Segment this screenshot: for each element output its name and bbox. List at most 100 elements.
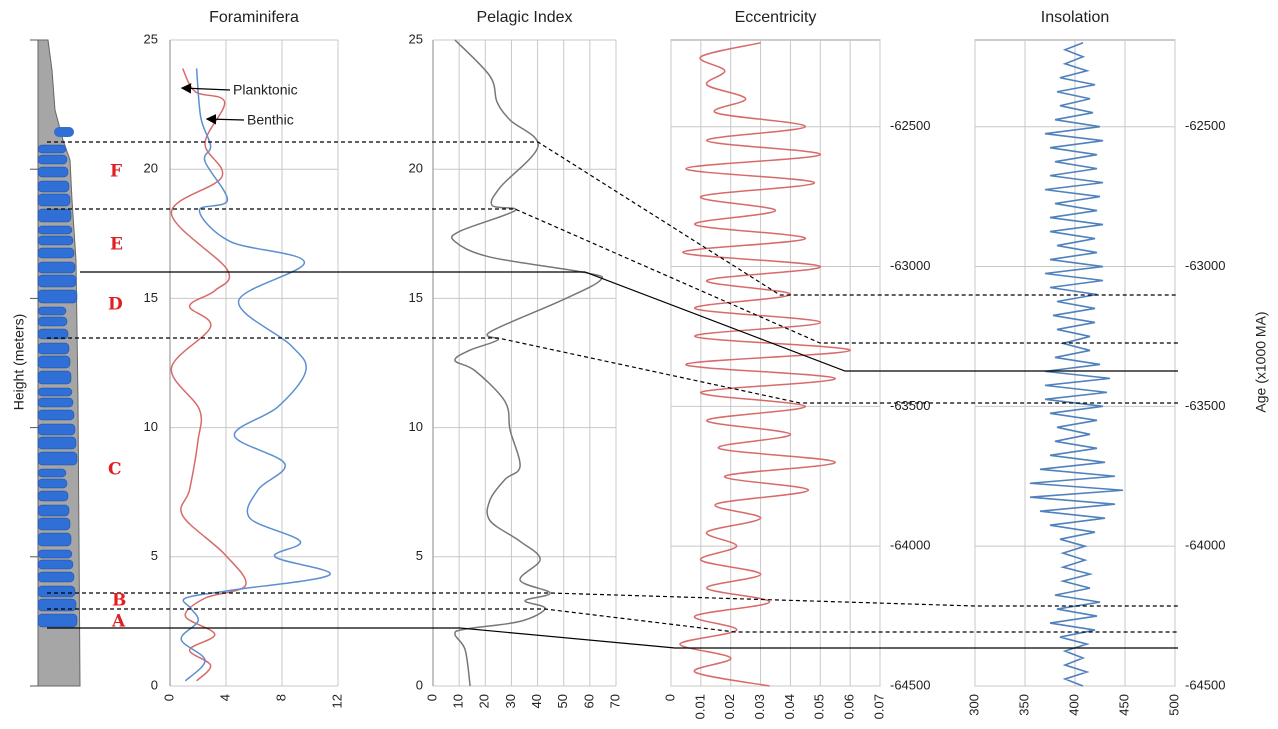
x-tick-label: 450: [1116, 694, 1131, 716]
x-tick-label: 0.06: [842, 694, 857, 719]
data-line: [680, 43, 850, 686]
lithology-bed: [38, 437, 76, 449]
lithology-bed: [38, 167, 68, 177]
lithology-column: [38, 40, 80, 686]
x-tick-label: 20: [477, 694, 492, 708]
x-tick-label: 0: [161, 694, 176, 701]
x-tick-label: 40: [529, 694, 544, 708]
y-tick-label: -63500: [890, 398, 930, 413]
y-tick-label: 20: [409, 161, 423, 176]
x-tick-label: 70: [607, 694, 622, 708]
panel-frame: [671, 40, 880, 686]
y-tick-label: 10: [409, 419, 423, 434]
lithology-bed: [38, 356, 70, 368]
lithology-bed: [38, 424, 75, 435]
y-tick-label: 15: [409, 290, 423, 305]
data-line: [181, 68, 330, 680]
lithology-bed: [38, 317, 67, 326]
lithology-bed: [38, 491, 68, 501]
lithology-bed: [38, 398, 73, 407]
panel-title: Eccentricity: [735, 9, 817, 26]
panel: Eccentricity -64500 -64000 -63500 -63000 -625…: [662, 9, 930, 719]
lithology-bed: [38, 550, 72, 558]
lithology-bed: [38, 343, 69, 354]
correlation-lines: [47, 142, 1178, 648]
y-tick-label: -64000: [890, 538, 930, 553]
lithology-bed: [38, 181, 69, 192]
lithology-bed: [38, 452, 77, 465]
lithology-bed: [38, 479, 67, 488]
lithology-bed: [38, 614, 77, 627]
lithology-bed: [38, 505, 69, 516]
lithology-bed: [38, 275, 76, 287]
y-tick-label: 5: [151, 548, 158, 563]
y-tick-label: 25: [144, 31, 158, 46]
correlation-line: [80, 272, 1178, 371]
y-tick-label: -64500: [1185, 677, 1225, 692]
lithology-bed: [38, 155, 67, 164]
x-tick-label: 0.01: [692, 694, 707, 719]
y-tick-label: -63500: [1185, 398, 1225, 413]
annotation: Planktonic: [233, 82, 298, 98]
y-tick-label: 10: [144, 419, 158, 434]
x-tick-label: 0.03: [752, 694, 767, 719]
x-tick-label: 0.07: [871, 694, 886, 719]
x-tick-label: 0.04: [782, 694, 797, 719]
y-tick-label: -62500: [890, 118, 930, 133]
lithology-bed: [38, 586, 75, 597]
zone-label: E: [110, 235, 123, 255]
zone-label: A: [111, 612, 126, 632]
x-tick-label: 4: [217, 694, 232, 701]
lithology-bed: [38, 533, 71, 546]
annotation-arrow: [182, 88, 230, 90]
y-tick-label: 20: [144, 161, 158, 176]
lithology-bed: [38, 145, 66, 153]
lithology-bed: [38, 469, 66, 477]
lithology-bed: [38, 262, 75, 273]
lithology-bed: [38, 572, 74, 582]
y-axis-label: Height (meters): [11, 314, 27, 410]
lithology-bed: [38, 560, 73, 569]
lithology-bed: [38, 388, 72, 396]
panel-title: Insolation: [1041, 9, 1110, 26]
lithology-bed: [54, 127, 74, 137]
x-tick-label: 50: [555, 694, 570, 708]
lithology-bed: [38, 371, 71, 384]
correlation-line: [47, 209, 1178, 343]
lithology-bed: [38, 236, 73, 245]
x-tick-label: 400: [1066, 694, 1081, 716]
zone-label: D: [108, 295, 123, 315]
x-tick-label: 60: [581, 694, 596, 708]
page: Height (meters) Age (x1000 MA) Foraminif…: [0, 0, 1278, 729]
lithology-bed: [38, 248, 74, 258]
lithology-bed: [38, 307, 66, 315]
lithology-bed: [38, 209, 71, 222]
y-tick-label: 5: [416, 548, 423, 563]
y-tick-label: 0: [151, 677, 158, 692]
y2-axis-label: Age (x1000 MA): [1253, 311, 1269, 412]
x-tick-label: 500: [1166, 694, 1181, 716]
panel: Insolation -64500 -64000 -63500 -63000 -62500…: [966, 9, 1225, 715]
x-tick-label: 0.05: [812, 694, 827, 719]
x-tick-label: 30: [503, 694, 518, 708]
y-tick-label: -63000: [1185, 258, 1225, 273]
x-tick-label: 350: [1016, 694, 1031, 716]
y-tick-label: -64000: [1185, 538, 1225, 553]
zone-label: C: [108, 460, 122, 480]
y-tick-label: -64500: [890, 677, 930, 692]
x-tick-label: 10: [451, 694, 466, 708]
x-tick-label: 0: [662, 694, 677, 701]
zone-label: F: [110, 162, 122, 182]
y-tick-label: 0: [416, 677, 423, 692]
y-tick-label: -63000: [890, 258, 930, 273]
annotation: Benthic: [247, 112, 294, 128]
y-tick-label: -62500: [1185, 118, 1225, 133]
y-tick-label: 15: [144, 290, 158, 305]
lithology-bed: [38, 518, 70, 530]
panel-title: Foraminifera: [209, 9, 299, 26]
annotation-arrow: [207, 119, 244, 120]
figure: Height (meters) Age (x1000 MA) Foraminif…: [0, 0, 1278, 729]
